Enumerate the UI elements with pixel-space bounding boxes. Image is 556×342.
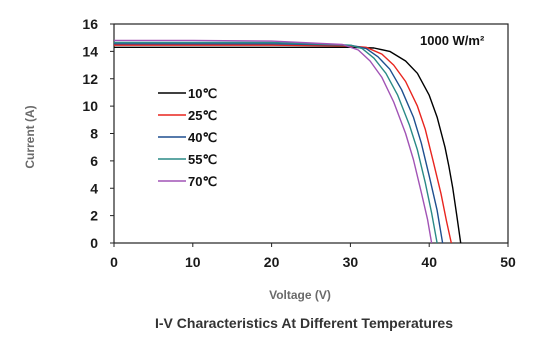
series-line: [114, 39, 433, 244]
y-axis-label: Current (A): [23, 105, 37, 168]
y-tick-label: 12: [82, 71, 98, 87]
axis-layer: 0 10 20 30 40 50 0 2 4 6 8 10 12 14 16: [82, 16, 516, 270]
chart-title: I-V Characteristics At Different Tempera…: [155, 315, 453, 331]
irradiance-annotation: 1000 W/m²: [420, 33, 485, 48]
series-line: [114, 44, 452, 244]
y-tick-label: 6: [90, 153, 98, 169]
y-tick-label: 4: [90, 180, 98, 196]
x-tick-label: 20: [264, 254, 280, 270]
legend-label: 25℃: [188, 108, 217, 123]
y-tick-label: 2: [90, 208, 98, 224]
x-tick-label: 50: [500, 254, 516, 270]
legend-label: 70℃: [188, 174, 217, 189]
legend: 10℃ 25℃ 40℃ 55℃ 70℃: [158, 86, 217, 189]
series-line: [114, 41, 438, 244]
x-tick-label: 30: [343, 254, 359, 270]
legend-label: 40℃: [188, 130, 217, 145]
y-tick-label: 8: [90, 126, 98, 142]
y-tick-label: 16: [82, 16, 98, 32]
plot-frame: [113, 23, 509, 244]
y-tick-label: 0: [90, 235, 98, 251]
x-tick-label: 40: [421, 254, 437, 270]
x-tick-label: 0: [110, 254, 118, 270]
legend-label: 55℃: [188, 152, 217, 167]
x-axis-label: Voltage (V): [269, 288, 331, 302]
x-tick-label: 10: [185, 254, 201, 270]
series-line: [114, 46, 462, 244]
series-layer: [114, 39, 462, 244]
y-tick-label: 10: [82, 98, 98, 114]
legend-label: 10℃: [188, 86, 217, 101]
series-line: [114, 43, 444, 244]
y-tick-label: 14: [82, 43, 98, 59]
